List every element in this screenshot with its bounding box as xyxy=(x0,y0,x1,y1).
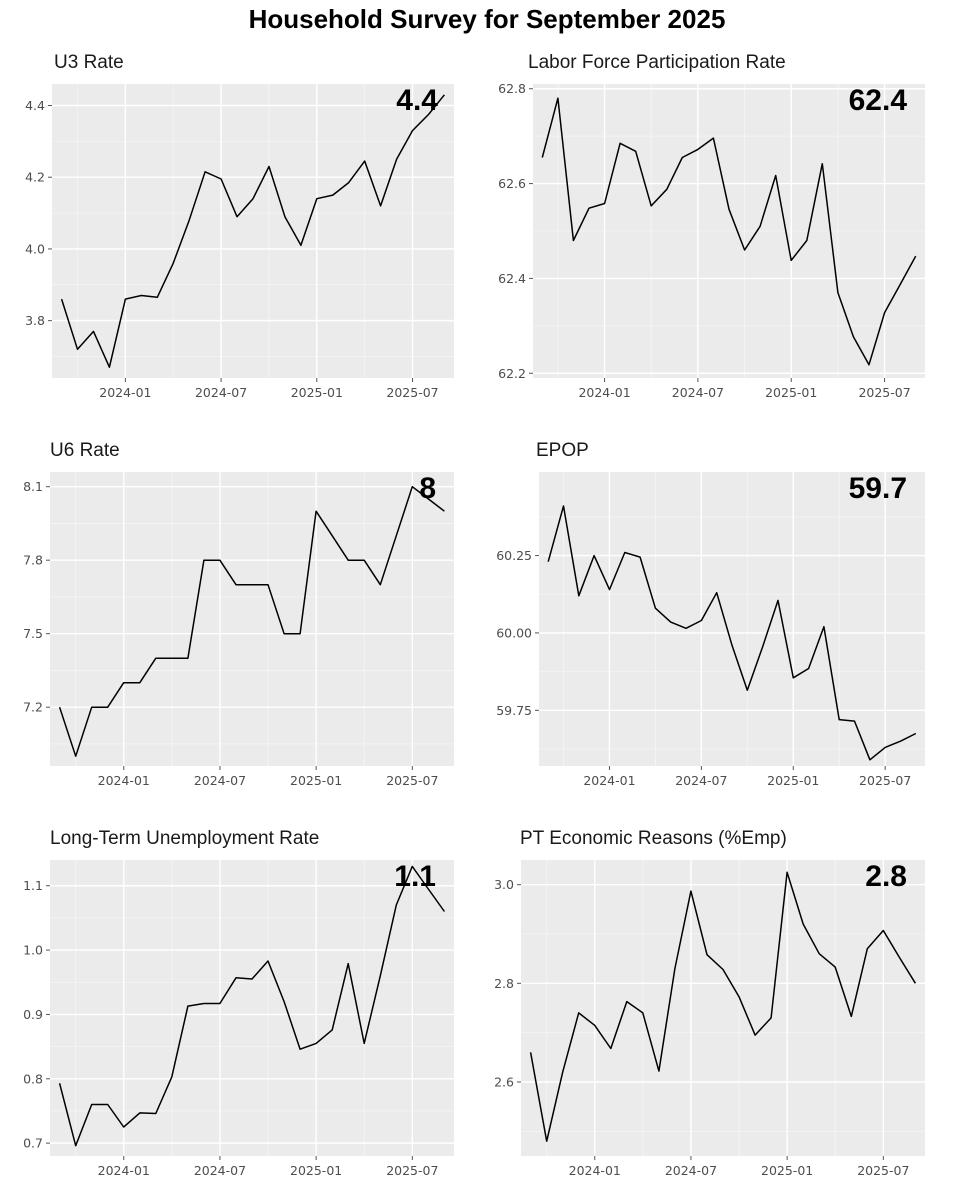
chart-svg: 59.75 60.00 60.25 2024-01 2024-07 2025-01 2025… xyxy=(496,472,925,788)
x-tick-label: 2024-01 xyxy=(583,773,635,788)
x-tick-label: 2024-01 xyxy=(578,385,630,400)
y-tick-label: 4.0 xyxy=(25,241,45,256)
latest-value-label: 62.4 xyxy=(848,84,907,117)
y-tick-label: 2.6 xyxy=(494,1075,514,1090)
chart-title: Labor Force Participation Rate xyxy=(528,52,786,73)
x-tick-label: 2024-07 xyxy=(194,1163,246,1178)
x-tick-label: 2024-01 xyxy=(569,1163,621,1178)
x-tick-label: 2025-01 xyxy=(290,773,342,788)
chart-panel-u6: U6 Rate 7.2 7.5 7.8 8.1 2024-01 2024-07 2025-0… xyxy=(0,428,487,803)
x-tick-label: 2024-07 xyxy=(195,385,247,400)
y-tick-label: 1.1 xyxy=(23,878,43,893)
y-tick-label: 7.5 xyxy=(23,626,43,641)
x-tick-label: 2024-07 xyxy=(672,385,724,400)
x-tick-label: 2024-07 xyxy=(675,773,727,788)
x-tick-label: 2025-07 xyxy=(859,773,911,788)
main-title: Household Survey for September 2025 xyxy=(248,4,726,34)
x-tick-label: 2025-01 xyxy=(767,773,819,788)
x-tick-label: 2025-01 xyxy=(761,1163,813,1178)
chart-panel-pter: PT Economic Reasons (%Emp) 2.6 2.8 3.0 2024… xyxy=(487,816,974,1191)
x-tick-label: 2025-07 xyxy=(386,773,438,788)
y-tick-label: 0.9 xyxy=(23,1007,43,1022)
y-tick-label: 7.8 xyxy=(23,553,43,568)
x-tick-label: 2025-07 xyxy=(858,385,910,400)
y-tick-label: 4.4 xyxy=(25,98,45,113)
x-tick-label: 2025-07 xyxy=(857,1163,909,1178)
x-tick-label: 2024-07 xyxy=(665,1163,717,1178)
y-tick-label: 60.00 xyxy=(496,625,532,640)
x-tick-label: 2025-01 xyxy=(291,385,343,400)
y-tick-label: 0.7 xyxy=(23,1136,43,1151)
y-tick-label: 1.0 xyxy=(23,943,43,958)
y-tick-label: 3.8 xyxy=(25,313,45,328)
y-tick-label: 8.1 xyxy=(23,479,43,494)
y-tick-label: 62.6 xyxy=(498,176,526,191)
chart-svg: 0.7 0.8 0.9 1.0 1.1 2024-01 2024-07 2025-01 2025… xyxy=(23,860,454,1178)
series-line xyxy=(60,94,445,368)
y-tick-label: 3.0 xyxy=(494,877,514,892)
x-tick-label: 2025-01 xyxy=(290,1163,342,1178)
x-tick-label: 2024-01 xyxy=(99,385,151,400)
y-tick-label: 7.2 xyxy=(23,700,43,715)
chart-title: U6 Rate xyxy=(50,440,120,461)
y-tick-label: 59.75 xyxy=(496,703,532,718)
chart-title: U3 Rate xyxy=(54,52,124,73)
plot-area xyxy=(521,860,925,1156)
y-tick-label: 4.2 xyxy=(25,170,45,185)
chart-title: EPOP xyxy=(536,440,589,461)
x-tick-label: 2024-01 xyxy=(98,773,150,788)
chart-panel-lfpr: Labor Force Participation Rate 62.2 62.4 6… xyxy=(487,40,974,415)
y-tick-label: 2.8 xyxy=(494,976,514,991)
y-tick-label: 62.2 xyxy=(498,366,526,381)
plot-area xyxy=(50,472,454,766)
y-tick-label: 0.8 xyxy=(23,1071,43,1086)
x-tick-label: 2024-01 xyxy=(98,1163,150,1178)
x-tick-label: 2025-07 xyxy=(386,385,438,400)
x-tick-label: 2025-01 xyxy=(765,385,817,400)
latest-value-label: 4.4 xyxy=(396,84,438,117)
series-line xyxy=(58,865,446,1147)
series-line xyxy=(547,505,917,761)
series-line xyxy=(58,485,445,757)
y-tick-label: 62.8 xyxy=(498,81,526,96)
chart-svg: 3.8 4.0 4.2 4.4 2024-01 2024-07 2025-01 2025-07 xyxy=(25,84,454,400)
plot-area xyxy=(539,472,925,766)
chart-svg: 62.2 62.4 62.6 62.8 2024-01 2024-07 2025-01 202… xyxy=(498,81,925,400)
chart-svg: 2.6 2.8 3.0 2024-01 2024-07 2025-01 2025-07 xyxy=(494,860,925,1178)
y-tick-label: 62.4 xyxy=(498,271,526,286)
chart-title: Long-Term Unemployment Rate xyxy=(50,828,320,849)
x-tick-label: 2025-07 xyxy=(386,1163,438,1178)
latest-value-label: 59.7 xyxy=(848,472,907,505)
latest-value-label: 2.8 xyxy=(865,860,907,893)
chart-svg: 7.2 7.5 7.8 8.1 2024-01 2024-07 2025-01 2025-07 xyxy=(23,472,454,788)
series-line xyxy=(529,871,917,1142)
chart-panel-ltu: Long-Term Unemployment Rate 0.7 0.8 0.9 1.0… xyxy=(0,816,487,1191)
chart-title: PT Economic Reasons (%Emp) xyxy=(520,828,787,849)
plot-area xyxy=(50,860,454,1156)
latest-value-label: 8 xyxy=(419,472,436,505)
latest-value-label: 1.1 xyxy=(394,860,436,893)
chart-panel-epop: EPOP 59.75 60.00 60.25 2024-01 2024-07 2025-0… xyxy=(487,428,974,803)
x-tick-label: 2024-07 xyxy=(194,773,246,788)
chart-panel-u3: U3 Rate 3.8 4.0 4.2 4.4 2024-01 2024-07 2025-0… xyxy=(0,40,487,415)
series-line xyxy=(541,97,917,366)
y-tick-label: 60.25 xyxy=(496,548,532,563)
